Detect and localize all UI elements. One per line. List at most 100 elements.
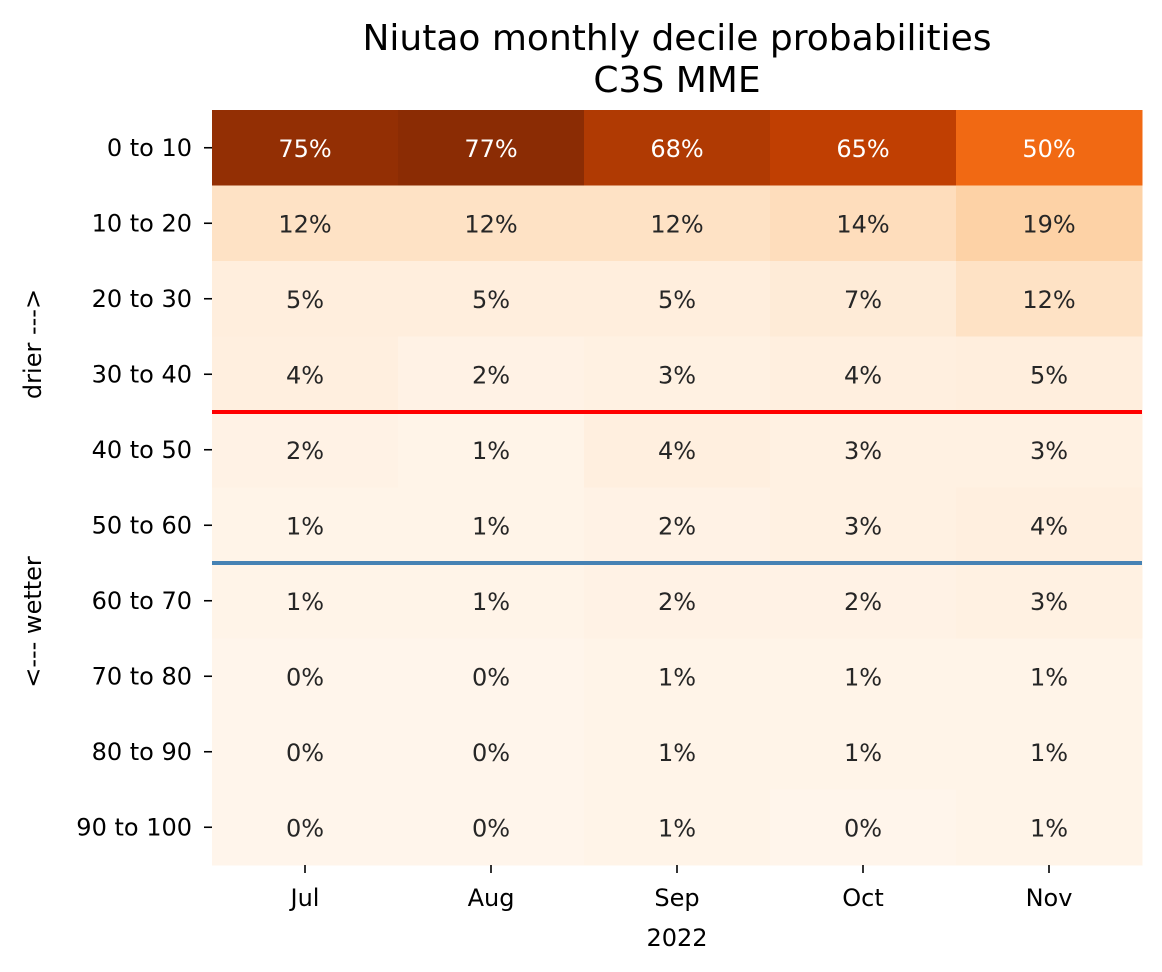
heatmap-cell — [956, 487, 1143, 564]
heatmap-cell — [212, 487, 399, 564]
cell-value-label: 19% — [1022, 210, 1075, 238]
cell-value-label: 2% — [472, 361, 510, 389]
cell-value-label: 5% — [1030, 361, 1068, 389]
cell-value-label: 2% — [286, 437, 324, 465]
heatmap-cell — [770, 563, 957, 639]
heatmap-cell — [956, 563, 1143, 639]
heatmap-cell — [398, 487, 585, 564]
heatmap-cell — [212, 261, 399, 337]
cell-value-label: 12% — [278, 210, 331, 238]
cell-value-label: 12% — [1022, 286, 1075, 314]
heatmap-cell — [398, 336, 585, 413]
cell-value-label: 3% — [844, 512, 882, 540]
cell-value-label: 14% — [836, 210, 889, 238]
heatmap-cell — [212, 563, 399, 639]
cell-value-label: 75% — [278, 135, 331, 163]
heatmap-cell — [584, 638, 771, 715]
heatmap-cell — [398, 110, 585, 186]
cell-value-label: 0% — [472, 739, 510, 767]
y-tick-label: 30 to 40 — [92, 360, 192, 388]
cell-value-label: 5% — [658, 286, 696, 314]
x-axis: Jul Aug Sep Oct Nov — [289, 865, 1073, 912]
cell-value-label: 2% — [844, 588, 882, 616]
cell-value-label: 12% — [650, 210, 703, 238]
cell-value-label: 0% — [472, 663, 510, 691]
heatmap-cell — [398, 412, 585, 488]
cell-value-label: 1% — [658, 739, 696, 767]
heatmap-cell — [584, 261, 771, 337]
y-tick-label: 20 to 30 — [92, 285, 192, 313]
cell-value-label: 1% — [1030, 663, 1068, 691]
heatmap-cell — [212, 110, 399, 186]
heatmap-cell — [956, 336, 1143, 413]
cell-value-label: 4% — [286, 361, 324, 389]
x-tick-label: Sep — [654, 884, 699, 912]
heatmap-cell — [584, 185, 771, 262]
x-tick-label: Nov — [1026, 884, 1073, 912]
cell-value-label: 50% — [1022, 135, 1075, 163]
heatmap-cell — [584, 563, 771, 639]
heatmap-cell — [770, 487, 957, 564]
heatmap-cell — [212, 185, 399, 262]
y-axis-label-wetter: <--- wetter — [19, 556, 47, 688]
cell-value-label: 1% — [1030, 739, 1068, 767]
cell-value-label: 2% — [658, 512, 696, 540]
y-axis: 0 to 10 10 to 20 20 to 30 30 to 40 40 to 50 5… — [76, 134, 212, 841]
cell-value-label: 5% — [472, 286, 510, 314]
cell-value-label: 68% — [650, 135, 703, 163]
heatmap-cell — [212, 336, 399, 413]
heatmap-cell — [956, 638, 1143, 715]
cell-value-label: 1% — [844, 663, 882, 691]
cell-value-label: 0% — [472, 814, 510, 842]
heatmap-cell — [584, 336, 771, 413]
heatmap-cell — [398, 261, 585, 337]
heatmap-cell — [212, 789, 399, 866]
heatmap-cell — [398, 638, 585, 715]
y-tick-label: 40 to 50 — [92, 436, 192, 464]
heatmap-cell-labels: 75% 77% 68% 65% 50% 12% 12% 12% 14% 19% 5% 5% 5% 7% 12… — [278, 135, 1075, 843]
cell-value-label: 4% — [1030, 512, 1068, 540]
cell-value-label: 1% — [1030, 814, 1068, 842]
heatmap-cell — [398, 185, 585, 262]
cell-value-label: 4% — [844, 361, 882, 389]
y-tick-label: 50 to 60 — [92, 511, 192, 539]
heatmap-cell — [212, 412, 399, 488]
cell-value-label: 4% — [658, 437, 696, 465]
cell-value-label: 3% — [1030, 437, 1068, 465]
heatmap-cell — [398, 563, 585, 639]
threshold-lines — [212, 410, 1142, 565]
y-tick-label: 0 to 10 — [107, 134, 192, 162]
cell-value-label: 3% — [658, 361, 696, 389]
cell-value-label: 1% — [844, 739, 882, 767]
cell-value-label: 77% — [464, 135, 517, 163]
y-tick-label: 60 to 70 — [92, 587, 192, 615]
heatmap-cell — [956, 261, 1143, 337]
cell-value-label: 7% — [844, 286, 882, 314]
cell-value-label: 0% — [844, 814, 882, 842]
cell-value-label: 65% — [836, 135, 889, 163]
heatmap-cell — [956, 714, 1143, 790]
heatmap-cell — [956, 110, 1143, 186]
cell-value-label: 0% — [286, 739, 324, 767]
heatmap-cell — [770, 789, 957, 866]
cell-value-label: 12% — [464, 210, 517, 238]
heatmap-cell — [770, 336, 957, 413]
heatmap-cell — [770, 110, 957, 186]
heatmap-cell — [398, 789, 585, 866]
cell-value-label: 1% — [658, 663, 696, 691]
heatmap-cell — [212, 638, 399, 715]
x-tick-label: Oct — [842, 884, 884, 912]
cell-value-label: 1% — [472, 437, 510, 465]
heatmap-cell — [770, 261, 957, 337]
cell-value-label: 3% — [844, 437, 882, 465]
y-tick-label: 70 to 80 — [92, 662, 192, 690]
heatmap-cell — [956, 185, 1143, 262]
cell-value-label: 1% — [658, 814, 696, 842]
heatmap-cell — [770, 638, 957, 715]
cell-value-label: 1% — [286, 588, 324, 616]
heatmap-cell — [584, 789, 771, 866]
cell-value-label: 0% — [286, 663, 324, 691]
chart-title: Niutao monthly decile probabilities — [362, 18, 991, 59]
heatmap-cell — [956, 412, 1143, 488]
